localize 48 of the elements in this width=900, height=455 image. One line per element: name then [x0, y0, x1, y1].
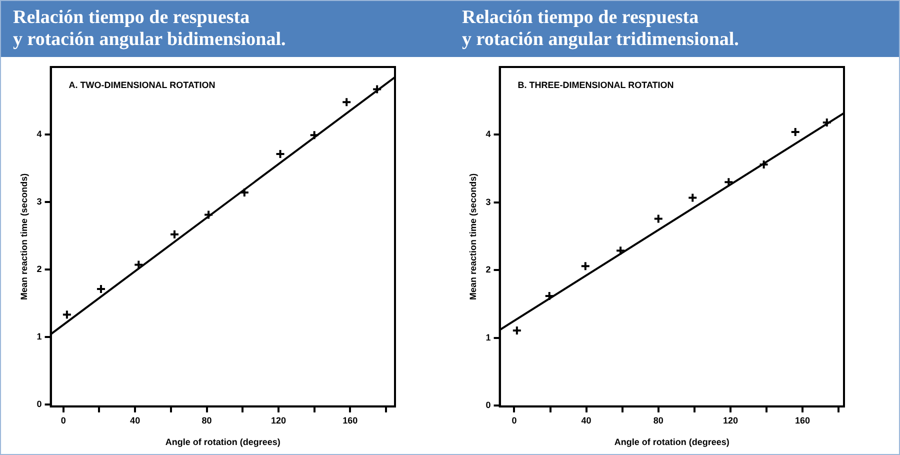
point — [204, 210, 214, 220]
x-tick-label: 160 — [795, 415, 810, 426]
chart-title: Relación tiempo de respuesta y rotación angular tridimensional. — [450, 1, 899, 57]
x-axis-title: Angle of rotation (degrees) — [614, 437, 730, 448]
x-tick-label: 40 — [581, 415, 592, 426]
point — [309, 130, 320, 140]
point — [544, 290, 554, 301]
chart-title: Relación tiempo de respuesta y rotación angular bidimensional. — [1, 1, 450, 57]
x-tick-label: 120 — [270, 415, 286, 426]
point — [62, 310, 72, 320]
y-tick-label: 0 — [36, 398, 42, 409]
y-tick-label: 3 — [36, 196, 42, 206]
x-tick-label: 0 — [512, 415, 517, 426]
point — [790, 127, 800, 138]
x-tick-label: 160 — [342, 415, 358, 426]
x-tick-label: 80 — [202, 415, 212, 426]
point — [616, 246, 626, 256]
y-tick-label: 1 — [486, 332, 491, 342]
point — [724, 177, 734, 188]
point — [688, 192, 698, 203]
x-tick-label: 0 — [60, 415, 66, 426]
y-tick-label: 2 — [36, 264, 42, 274]
x-tick-label: 120 — [722, 415, 738, 426]
x-tick-label: 40 — [130, 415, 140, 426]
point — [96, 284, 106, 294]
text: B. THREE-DIMENSIONAL ROTATION — [518, 80, 674, 90]
y-tick-label: 4 — [486, 129, 491, 140]
point — [372, 84, 382, 94]
y-axis-title: Mean reaction time (seconds) — [18, 173, 29, 300]
y-tick-label: 4 — [36, 128, 42, 139]
point — [134, 260, 144, 270]
point — [239, 188, 250, 198]
point — [653, 214, 664, 224]
point — [822, 118, 832, 128]
point — [512, 326, 522, 336]
point — [275, 149, 286, 160]
x-tick-label: 80 — [653, 415, 664, 426]
y-tick-label: 0 — [486, 400, 491, 410]
point — [580, 261, 590, 272]
point — [170, 229, 180, 240]
y-tick-label: 1 — [36, 331, 42, 342]
y-tick-label: 3 — [486, 196, 491, 207]
y-axis-title: Mean reaction time (seconds) — [468, 173, 478, 300]
point — [342, 97, 352, 108]
text: A. TWO-DIMENSIONAL ROTATION — [68, 80, 216, 90]
y-tick-label: 2 — [486, 264, 491, 275]
point — [758, 160, 769, 170]
x-axis-title: Angle of rotation (degrees) — [165, 437, 280, 448]
